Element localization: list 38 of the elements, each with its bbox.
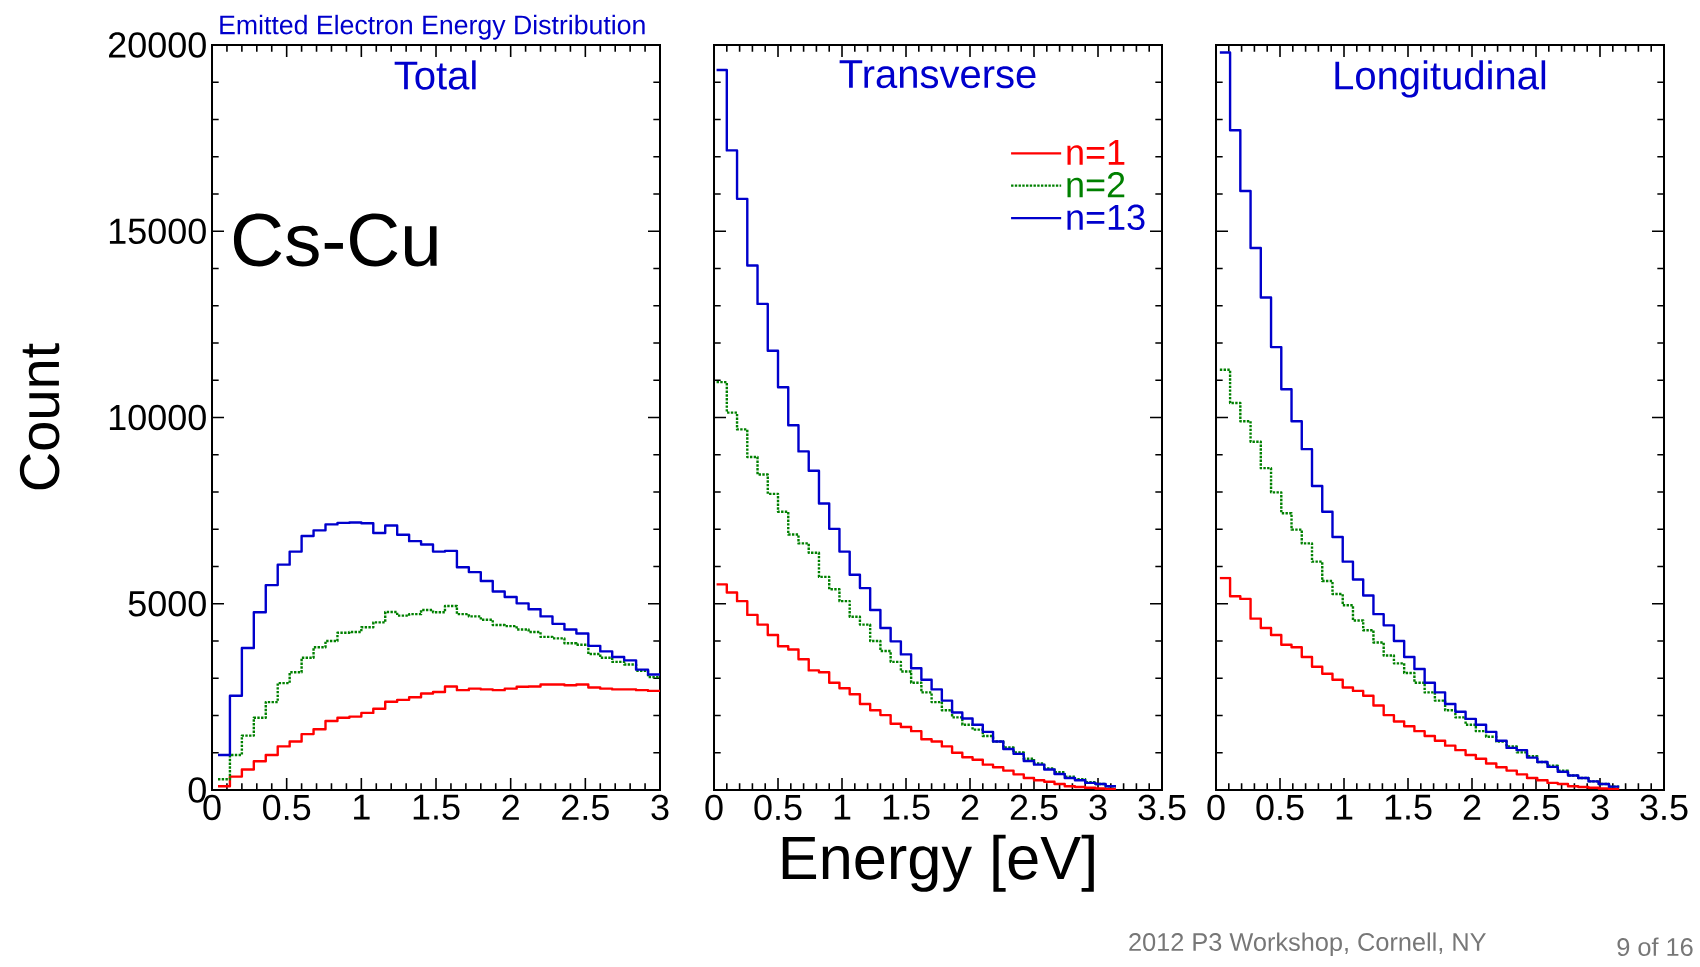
- x-axis-title: Energy [eV]: [782, 834, 1094, 892]
- text: 2012 P3 Workshop, Cornell, NY: [1129, 932, 1486, 957]
- x-tick-label: 2: [502, 794, 519, 820]
- x-tick-label: 2: [1463, 794, 1481, 820]
- legend-label: n=13: [1067, 204, 1145, 231]
- x-tick-label: 3.5: [1138, 794, 1186, 821]
- x-tick-label: 3: [1089, 794, 1107, 821]
- x-tick-label: 1.5: [413, 794, 460, 820]
- annotation: Cs-Cu: [233, 213, 437, 267]
- chart-title: Transverse: [839, 60, 1036, 89]
- x-tick-label: 0.5: [263, 794, 311, 821]
- x-tick-label: 0.5: [754, 794, 802, 821]
- x-tick-label: 1.5: [1385, 794, 1432, 820]
- x-tick-label: 1.5: [883, 794, 930, 820]
- x-tick-label: 2.5: [1512, 794, 1560, 821]
- x-tick-label: 1: [354, 794, 370, 820]
- x-tick-label: 2.5: [562, 794, 609, 821]
- y-tick-label: 20000: [109, 32, 206, 58]
- x-tick-label: 3.5: [1640, 794, 1688, 821]
- y-tick-label: 5000: [128, 590, 206, 617]
- x-tick-label: 1: [834, 794, 851, 820]
- x-tick-label: 1: [1336, 794, 1353, 820]
- x-tick-label: 0.5: [1256, 794, 1304, 821]
- text: Emitted Electron Energy Distribution: [220, 14, 645, 40]
- x-tick-label: 3: [651, 794, 669, 821]
- x-tick-label: 0: [1207, 794, 1225, 821]
- y-tick-label: 10000: [109, 404, 206, 431]
- legend-label: n=2: [1067, 172, 1125, 198]
- text: 9 of 16: [1617, 937, 1693, 957]
- x-tick-label: 3: [1591, 794, 1609, 821]
- chart-title: Longitudinal: [1335, 60, 1546, 98]
- chart-title: Total: [394, 60, 476, 90]
- x-tick-label: 2: [961, 794, 979, 820]
- legend-label: n=1: [1067, 139, 1125, 165]
- y-axis-title: Count: [19, 343, 60, 490]
- x-tick-label: 0: [705, 794, 723, 821]
- x-tick-label: 2.5: [1010, 794, 1058, 821]
- y-tick-label: 15000: [109, 218, 206, 244]
